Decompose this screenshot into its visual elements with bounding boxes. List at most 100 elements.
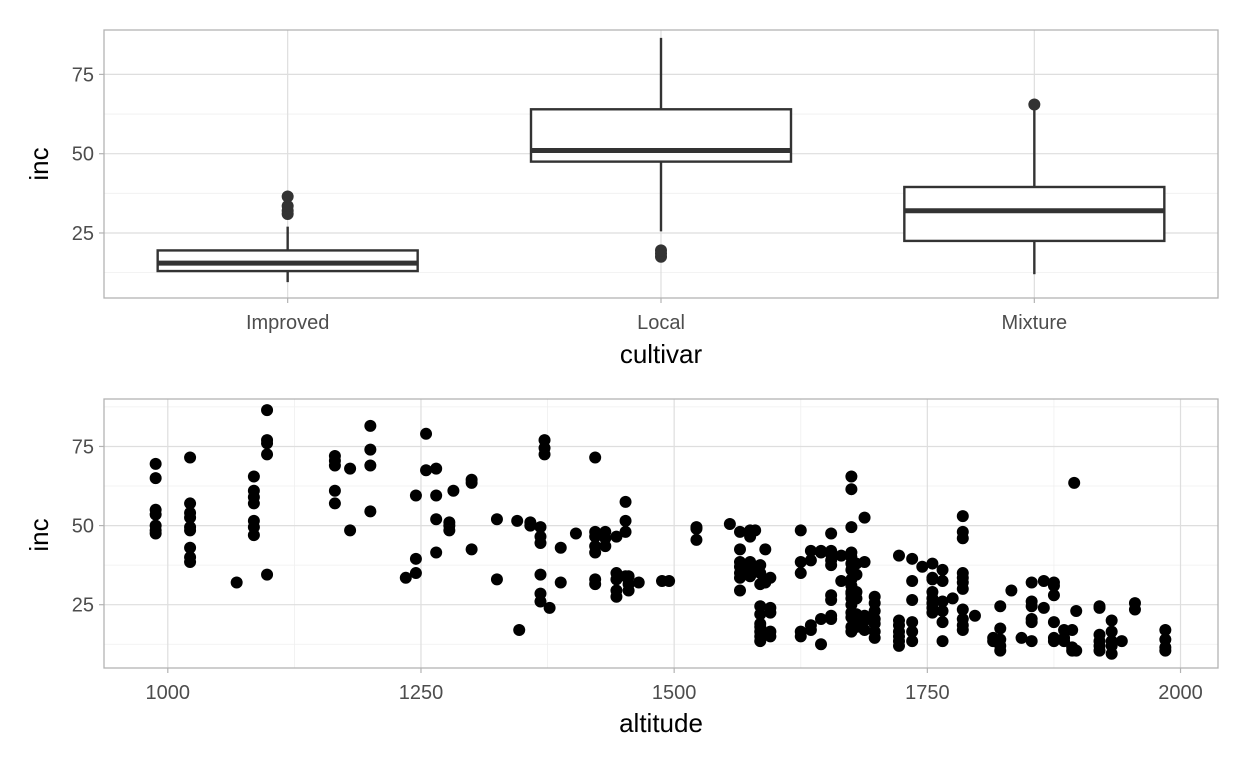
scatter-point [926, 571, 939, 584]
scatter-point [1093, 628, 1106, 641]
scatter-point [599, 525, 612, 538]
scatter-point [1159, 633, 1172, 646]
boxplot-x-ticks: Improved Local Mixture [246, 298, 1067, 334]
scatter-point [589, 451, 602, 464]
scatter-point [149, 519, 162, 532]
scatter-point [364, 505, 377, 518]
scatter-point [610, 530, 623, 543]
scatter-point [1025, 595, 1038, 608]
scatter-point [946, 592, 959, 605]
scatter-point [1093, 600, 1106, 613]
scatter-point [906, 552, 919, 565]
scatter-x-tick-label: 1250 [399, 682, 444, 704]
scatter-point [1066, 624, 1079, 637]
boxplot-box-mixture [903, 98, 1166, 275]
scatter-x-tick-label: 2000 [1158, 682, 1203, 704]
scatter-point [534, 587, 547, 600]
scatter-point [261, 568, 274, 581]
scatter-point [906, 625, 919, 638]
scatter-point [443, 516, 456, 529]
scatter-point [845, 483, 858, 496]
scatter-point [825, 589, 838, 602]
scatter-point [994, 622, 1007, 635]
scatter-point [632, 576, 645, 589]
scatter-point [534, 521, 547, 534]
scatter-point [835, 574, 848, 587]
scatter-point [759, 543, 772, 556]
scatter-point [825, 544, 838, 557]
scatter-panel-border [103, 398, 1219, 669]
scatter-point [1128, 597, 1141, 610]
boxplot-y-tick-label: 50 [72, 144, 94, 166]
scatter-point [344, 462, 357, 475]
scatter-point [936, 574, 949, 587]
boxplot-iqr-box [529, 108, 793, 163]
scatter-point [956, 567, 969, 580]
scatter-point [858, 624, 871, 637]
scatter-point [1047, 576, 1060, 589]
scatter-point [968, 609, 981, 622]
scatter-point [825, 609, 838, 622]
scatter-point [733, 555, 746, 568]
scatter-point [554, 541, 567, 554]
scatter-point [409, 567, 422, 580]
scatter-point [619, 525, 632, 538]
scatter-point [149, 457, 162, 470]
scatter-point [430, 546, 443, 559]
scatter-point [956, 525, 969, 538]
scatter-point [184, 451, 197, 464]
boxplot-box-improved [156, 190, 419, 283]
scatter-point [825, 527, 838, 540]
scatter-x-tick-label: 1750 [905, 682, 950, 704]
scatter-point [956, 510, 969, 523]
boxplot-box-local [529, 37, 793, 263]
scatter-point [1105, 625, 1118, 638]
scatter-point [690, 521, 703, 534]
scatter-point [1070, 605, 1083, 618]
scatter-point [511, 514, 524, 527]
scatter-point [764, 571, 777, 584]
scatter-point [723, 518, 736, 531]
scatter-point [956, 612, 969, 625]
scatter-y-tick-label: 25 [72, 595, 94, 617]
scatter-point [858, 609, 871, 622]
scatter-point [247, 514, 260, 527]
scatter-point [845, 521, 858, 534]
scatter-point [892, 549, 905, 562]
scatter-point [1115, 635, 1128, 648]
scatter-point [850, 586, 863, 599]
scatter-point [868, 590, 881, 603]
boxplot-x-tick-label: Improved [246, 312, 329, 334]
scatter-point [524, 516, 537, 529]
scatter-point [589, 540, 602, 553]
scatter-point [936, 595, 949, 608]
scatter-point [465, 473, 478, 486]
scatter-point [733, 584, 746, 597]
scatter-point [447, 484, 460, 497]
scatter-point [534, 530, 547, 543]
scatter-points [149, 404, 1172, 660]
scatter-point [733, 525, 746, 538]
scatter-point [815, 638, 828, 651]
scatter-point [956, 603, 969, 616]
scatter-point [754, 559, 767, 572]
boxplot-x-axis-title: cultivar [620, 339, 703, 369]
scatter-point [409, 489, 422, 502]
scatter-point [764, 601, 777, 614]
boxplot-x-tick-label: Mixture [1002, 312, 1068, 334]
scatter-point [1105, 635, 1118, 648]
scatter-point [892, 614, 905, 627]
scatter-point [804, 554, 817, 567]
scatter-point [754, 617, 767, 630]
scatter-point [744, 555, 757, 568]
scatter-point [1047, 631, 1060, 644]
scatter-point [764, 625, 777, 638]
scatter-point [589, 525, 602, 538]
scatter-x-tick-label: 1000 [146, 682, 191, 704]
scatter-point [1037, 601, 1050, 614]
scatter-point [328, 497, 341, 510]
scatter-point [906, 616, 919, 629]
scatter-x-tick-label: 1500 [652, 682, 697, 704]
scatter-y-tick-label: 75 [72, 436, 94, 458]
